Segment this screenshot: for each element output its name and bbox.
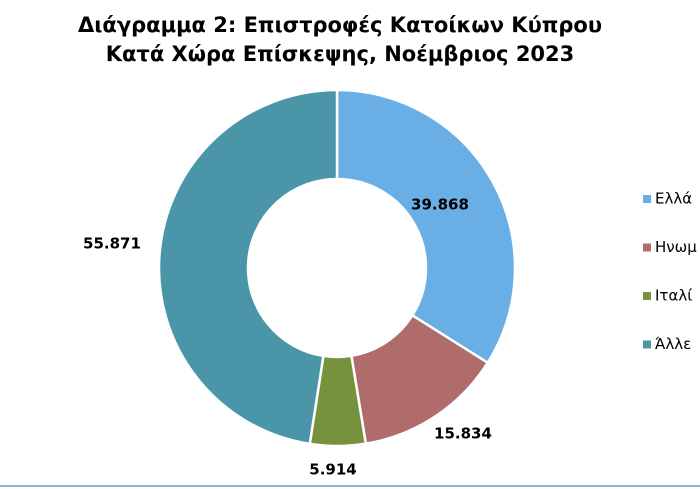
chart-title: Κατά Χώρα Επίσκεψης, Νοέμβριος 2023 <box>106 42 575 66</box>
legend-label: Άλλε <box>655 335 691 353</box>
data-label: 39.868 <box>411 196 469 214</box>
donut-slice <box>335 88 517 365</box>
donut-slice <box>157 88 339 446</box>
legend-swatch <box>643 195 651 203</box>
legend-swatch <box>643 243 651 252</box>
legend-label: Ιταλί <box>655 287 692 305</box>
legend-swatch <box>643 292 651 300</box>
data-label: 5.914 <box>309 461 356 479</box>
data-label: 15.834 <box>434 425 492 443</box>
chart-title: Διάγραμμα 2: Επιστροφές Κατοίκων Κύπρου <box>78 13 602 37</box>
legend-label: Ελλά <box>655 190 692 208</box>
data-label: 55.871 <box>83 235 141 253</box>
legend-swatch <box>643 340 651 349</box>
legend-label: Ηνωμ <box>655 238 697 256</box>
